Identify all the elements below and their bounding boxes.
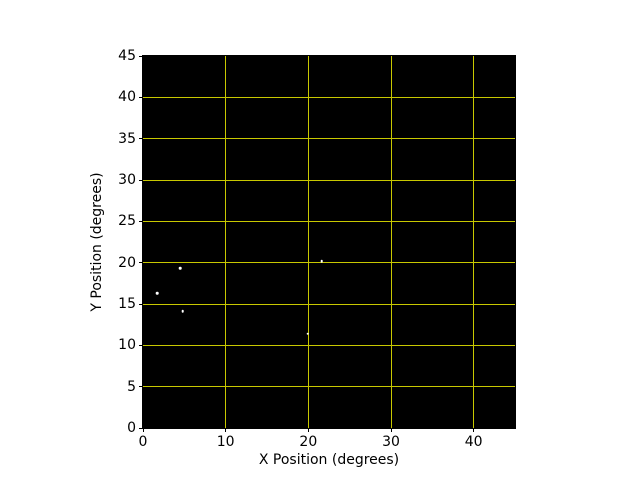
scatter-point bbox=[155, 291, 159, 295]
y-tick-mark bbox=[139, 303, 143, 305]
y-tick-label: 30 bbox=[118, 172, 136, 188]
y-axis-label: Y Position (degrees) bbox=[89, 172, 105, 312]
y-gridline bbox=[143, 96, 515, 98]
y-tick-mark bbox=[139, 179, 143, 181]
y-gridline bbox=[143, 220, 515, 222]
y-gridline bbox=[143, 179, 515, 181]
x-tick-mark bbox=[390, 428, 392, 432]
y-tick-label: 35 bbox=[118, 130, 136, 147]
scatter-point bbox=[320, 259, 323, 263]
y-tick-mark bbox=[139, 96, 143, 98]
y-tick-label: 40 bbox=[118, 89, 136, 106]
y-tick-label: 0 bbox=[127, 420, 136, 436]
x-tick-label: 40 bbox=[464, 434, 483, 450]
y-tick-label: 5 bbox=[127, 378, 136, 395]
y-tick-mark bbox=[139, 344, 143, 346]
y-tick-label: 45 bbox=[118, 48, 136, 64]
y-tick-label: 15 bbox=[118, 296, 136, 312]
scatter-point bbox=[306, 332, 309, 336]
y-tick-mark bbox=[139, 220, 143, 222]
x-gridline bbox=[390, 56, 392, 428]
x-tick-mark bbox=[225, 428, 227, 432]
y-tick-label: 10 bbox=[118, 337, 136, 354]
x-gridline bbox=[473, 56, 475, 428]
y-gridline bbox=[143, 386, 515, 388]
plot-area bbox=[142, 55, 516, 429]
scatter-point bbox=[181, 310, 184, 313]
y-tick-mark bbox=[139, 386, 143, 388]
y-tick-label: 20 bbox=[118, 254, 136, 271]
x-gridline bbox=[307, 56, 309, 428]
y-tick-mark bbox=[139, 262, 143, 264]
scatter-point bbox=[178, 267, 182, 270]
y-tick-mark bbox=[139, 138, 143, 140]
x-tick-label: 30 bbox=[382, 434, 400, 450]
x-tick-label: 10 bbox=[216, 434, 235, 450]
x-gridline bbox=[225, 56, 227, 428]
y-gridline bbox=[143, 138, 515, 140]
x-tick-label: 20 bbox=[299, 434, 318, 450]
x-tick-mark bbox=[473, 428, 475, 432]
x-tick-mark bbox=[307, 428, 309, 432]
x-tick-label: 0 bbox=[138, 434, 148, 450]
y-tick-mark bbox=[139, 55, 143, 57]
y-gridline bbox=[143, 344, 515, 346]
x-axis-label: X Position (degrees) bbox=[258, 452, 400, 468]
x-tick-mark bbox=[142, 428, 144, 432]
y-gridline bbox=[143, 262, 515, 264]
y-gridline bbox=[143, 303, 515, 305]
y-tick-label: 25 bbox=[118, 213, 136, 230]
y-tick-mark bbox=[139, 427, 143, 429]
